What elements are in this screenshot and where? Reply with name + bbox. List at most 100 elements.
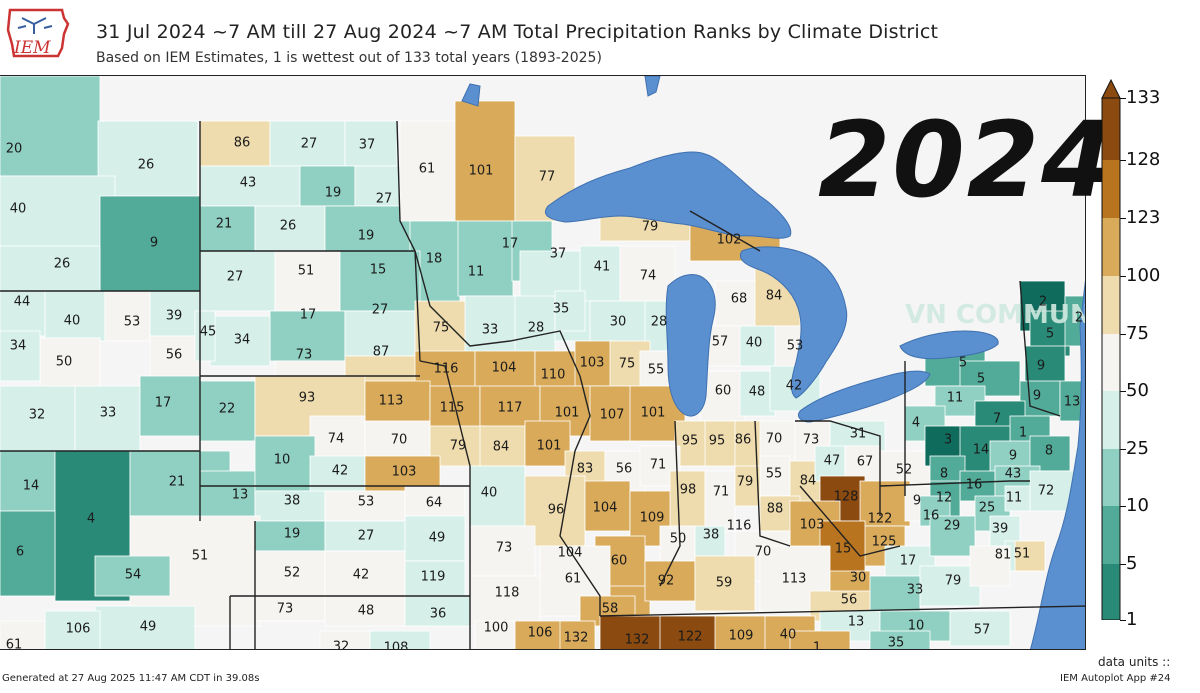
district-rank-label: 64 xyxy=(426,496,443,511)
district-rank-label: 71 xyxy=(650,458,667,473)
district-rank-label: 79 xyxy=(945,574,962,589)
district-rank-label: 16 xyxy=(923,509,940,524)
district-rank-label: 17 xyxy=(502,237,519,252)
district-rank-label: 57 xyxy=(974,623,991,638)
district-rank-label: 51 xyxy=(1014,547,1031,562)
district-rank-label: 36 xyxy=(430,607,447,622)
district-region xyxy=(469,465,526,527)
colorbar-tick-label: 1 xyxy=(1119,609,1138,630)
district-region xyxy=(644,560,696,602)
district-rank-label: 39 xyxy=(166,309,183,324)
colorbar-tick-label: 75 xyxy=(1120,323,1149,344)
district-region xyxy=(1004,485,1031,512)
district-rank-label: 13 xyxy=(1064,395,1081,410)
district-rank-label: 109 xyxy=(640,511,665,526)
district-rank-label: 73 xyxy=(803,433,820,448)
district-region xyxy=(324,490,406,522)
district-rank-label: 41 xyxy=(594,260,611,275)
district-region xyxy=(454,100,516,222)
district-region xyxy=(599,615,671,649)
iowa-outline-icon xyxy=(6,8,70,58)
district-rank-label: 38 xyxy=(703,528,720,543)
district-rank-label: 44 xyxy=(14,295,31,310)
iem-logo: IEM xyxy=(4,4,72,66)
district-rank-label: 11 xyxy=(468,265,485,280)
colorbar-tick-label: 50 xyxy=(1120,380,1149,401)
state-border-layer xyxy=(0,120,1085,649)
district-region xyxy=(199,165,301,207)
district-rank-label: 28 xyxy=(651,315,668,330)
district-rank-label: 4 xyxy=(87,512,95,527)
district-region xyxy=(739,325,776,367)
district-rank-label: 9 xyxy=(1009,449,1017,464)
district-rank-label: 26 xyxy=(280,219,297,234)
district-rank-label: 17 xyxy=(155,396,172,411)
state-border xyxy=(396,120,421,362)
lake-michigan xyxy=(665,273,716,417)
district-rank-label: 107 xyxy=(600,408,625,423)
state-border xyxy=(1019,280,1061,417)
district-rank-label: 50 xyxy=(670,532,687,547)
district-rank-label: 25 xyxy=(979,501,996,516)
district-rank-label: 27 xyxy=(301,137,318,152)
district-rank-label: 47 xyxy=(824,454,841,469)
district-rank-label: 115 xyxy=(440,401,465,416)
district-rank-label: 19 xyxy=(284,527,301,542)
district-region xyxy=(559,620,596,649)
district-rank-label: 58 xyxy=(602,602,619,617)
district-rank-label: 42 xyxy=(353,568,370,583)
district-rank-label: 40 xyxy=(64,314,81,329)
state-border xyxy=(754,420,791,547)
district-rank-label: 22 xyxy=(219,402,236,417)
district-rank-label: 37 xyxy=(550,247,567,262)
colorbar-tick-label: 5 xyxy=(1119,553,1138,574)
district-rank-label: 12 xyxy=(936,491,953,506)
district-region xyxy=(457,220,514,297)
district-region xyxy=(44,610,101,649)
district-rank-label: 81 xyxy=(995,548,1012,563)
district-rank-label: 56 xyxy=(166,348,183,363)
district-rank-label: 10 xyxy=(274,453,291,468)
district-region xyxy=(589,385,636,442)
district-rank-label: 54 xyxy=(125,568,142,583)
district-rank-label: 42 xyxy=(786,379,803,394)
district-region xyxy=(339,250,421,312)
colorbar-tick-label: 25 xyxy=(1120,438,1149,459)
district-rank-label: 106 xyxy=(528,626,553,641)
district-rank-label: 27 xyxy=(376,192,393,207)
district-region xyxy=(949,610,1011,647)
district-rank-label: 73 xyxy=(296,348,313,363)
district-region xyxy=(859,480,911,527)
district-rank-label: 74 xyxy=(640,269,657,284)
district-rank-label: 10 xyxy=(908,619,925,634)
district-region xyxy=(759,455,791,497)
state-border xyxy=(799,485,901,557)
district-rank-label: 53 xyxy=(124,315,141,330)
district-region xyxy=(209,315,271,367)
district-rank-label: 86 xyxy=(234,136,251,151)
district-rank-label: 96 xyxy=(548,503,565,518)
district-rank-label: 30 xyxy=(610,315,627,330)
district-rank-label: 104 xyxy=(558,546,583,561)
district-rank-label: 13 xyxy=(232,488,249,503)
district-rank-label: 11 xyxy=(947,391,964,406)
district-rank-label: 122 xyxy=(678,630,703,645)
wind-turbine-icon xyxy=(17,17,53,34)
district-rank-label: 122 xyxy=(868,512,893,527)
state-border xyxy=(659,420,681,587)
district-region xyxy=(0,245,101,292)
district-rank-label: 51 xyxy=(298,264,315,279)
district-rank-label: 5 xyxy=(1046,327,1054,342)
district-rank-label: 27 xyxy=(372,303,389,318)
watermark-text: VN COMMUNITIES xyxy=(905,300,1086,330)
district-rank-label: 14 xyxy=(23,479,40,494)
district-rank-label: 68 xyxy=(731,292,748,307)
district-rank-label: 70 xyxy=(766,432,783,447)
district-region xyxy=(734,465,761,507)
district-region xyxy=(659,525,696,562)
district-region xyxy=(94,605,196,649)
district-region xyxy=(354,165,401,207)
district-rank-label: 70 xyxy=(391,433,408,448)
district-region xyxy=(0,76,101,177)
lake-superior xyxy=(544,151,792,239)
